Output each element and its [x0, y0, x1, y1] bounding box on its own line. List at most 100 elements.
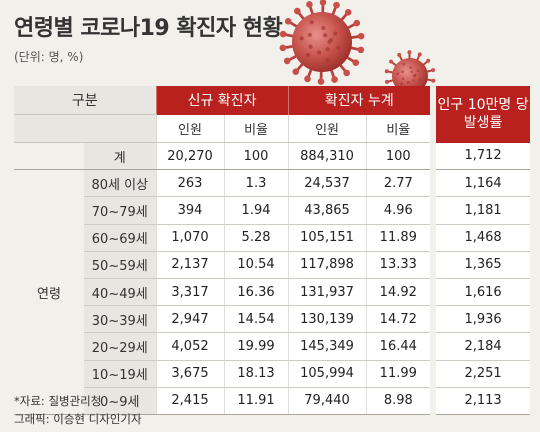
unit-label: (단위: 명, %)	[14, 50, 84, 64]
virus-spike	[306, 66, 314, 80]
virus-surface-dot	[336, 45, 341, 51]
virus-surface-dot	[402, 62, 406, 66]
cell-cum-ratio: 13.33	[365, 251, 431, 279]
table-row: 70~79세 394 1.94 43,865 4.96 1,181	[14, 196, 531, 225]
virus-spike	[390, 60, 398, 68]
virus-spike-tip	[431, 68, 436, 73]
virus-spike	[421, 59, 429, 67]
cell-per-100k: 1,712	[436, 142, 531, 171]
cell-cum-ratio: 8.98	[365, 387, 431, 415]
virus-spike	[398, 54, 404, 63]
virus-surface-dot	[325, 47, 330, 52]
virus-spike	[287, 20, 300, 30]
cell-per-100k: 1,365	[436, 251, 531, 279]
virus-spike-tip	[292, 68, 300, 75]
cell-per-100k: 2,113	[436, 387, 531, 415]
cell-new-ratio: 100	[223, 142, 289, 171]
cell-new-count: 20,270	[155, 142, 225, 171]
data-table-container: 구분 신규 확진자 확진자 누계 인구 10만명 당 발생률 인원 비율 인원 …	[14, 86, 531, 415]
cell-cum-ratio: 14.72	[365, 305, 431, 334]
cell-cum-ratio: 14.92	[365, 278, 431, 307]
virus-large-icon	[279, 0, 365, 85]
cell-cum-count: 130,139	[287, 305, 367, 334]
virus-spike-tip	[294, 7, 301, 15]
virus-spike-tip	[343, 69, 350, 77]
row-group-label: 연령	[14, 169, 84, 415]
virus-body	[292, 12, 352, 72]
column-gap-cell	[430, 224, 437, 252]
virus-spike-tip	[384, 69, 389, 74]
cell-new-ratio: 1.94	[223, 196, 289, 225]
virus-spike	[282, 44, 296, 50]
virus-spike-tip	[319, 0, 327, 6]
row-label: 80세 이상	[84, 169, 157, 198]
table-body: 계 20,270 100 884,310 100 1,712 연령 80세 이상 263 1.3 2…	[14, 142, 531, 415]
cell-new-count: 394	[155, 196, 225, 225]
cell-cum-count: 79,440	[287, 387, 367, 415]
cell-cum-count: 117,898	[287, 251, 367, 279]
column-gap-cell	[430, 387, 437, 415]
virus-spike-tip	[384, 79, 389, 84]
table-row: 20~29세 4,052 19.99 145,349 16.44 2,184	[14, 332, 531, 361]
cell-per-100k: 2,184	[436, 332, 531, 361]
virus-surface-dot	[413, 74, 416, 78]
cell-new-count: 263	[155, 169, 225, 198]
virus-spike	[386, 70, 395, 74]
table-row: 계 20,270 100 884,310 100 1,712	[14, 142, 531, 171]
column-gap-cell	[430, 196, 437, 225]
cell-cum-count: 131,937	[287, 278, 367, 307]
cell-cum-ratio: 11.99	[365, 360, 431, 388]
virus-spike	[348, 34, 362, 40]
virus-spike-tip	[279, 44, 287, 52]
virus-spike-tip	[317, 78, 325, 85]
header-per-100k: 인구 10만명 당 발생률	[436, 86, 531, 143]
virus-surface-dot	[412, 79, 415, 82]
row-label: 10~19세	[84, 360, 157, 388]
virus-surface-dot	[308, 44, 313, 49]
virus-spike	[329, 67, 336, 80]
column-gap-cell	[430, 360, 437, 388]
virus-surface-dot	[414, 73, 417, 77]
virus-spike-tip	[389, 59, 394, 64]
cell-per-100k: 1,164	[436, 169, 531, 198]
virus-spike	[345, 21, 358, 31]
header-new-cases: 신규 확진자	[155, 86, 289, 115]
cell-cum-count: 884,310	[287, 142, 367, 171]
table-row: 50~59세 2,137 10.54 117,898 13.33 1,365	[14, 251, 531, 279]
virus-surface-dot	[416, 69, 420, 73]
header-group-label: 구분	[14, 86, 157, 115]
column-gap-cell	[430, 251, 437, 279]
virus-spike-tip	[331, 76, 338, 83]
subheader-cum-ratio: 비율	[365, 114, 431, 143]
header-per-100k-line2: 발생률	[463, 115, 503, 132]
cell-cum-ratio: 11.89	[365, 224, 431, 252]
virus-spike	[282, 32, 296, 38]
cell-cum-ratio: 2.77	[365, 169, 431, 198]
virus-spike	[386, 79, 395, 83]
virus-spike-tip	[333, 1, 340, 9]
cell-per-100k: 1,936	[436, 305, 531, 334]
row-label: 20~29세	[84, 332, 157, 361]
cell-new-ratio: 19.99	[223, 332, 289, 361]
header-cumulative: 확진자 누계	[287, 86, 431, 115]
virus-spike	[425, 78, 434, 82]
cell-per-100k: 2,251	[436, 360, 531, 388]
virus-spike-tip	[407, 50, 412, 55]
cell-cum-count: 105,151	[287, 224, 367, 252]
table-row: 30~39세 2,947 14.54 130,139 14.72 1,936	[14, 305, 531, 334]
virus-surface-dot	[323, 33, 328, 38]
cell-new-count: 4,052	[155, 332, 225, 361]
cell-new-ratio: 14.54	[223, 305, 289, 334]
virus-surface-dot	[305, 52, 311, 57]
virus-spike-tip	[306, 1, 313, 8]
subheader-cum-people: 인원	[287, 114, 367, 143]
subheader-new-people: 인원	[155, 114, 225, 143]
cell-per-100k: 1,468	[436, 224, 531, 252]
virus-spike-tip	[344, 9, 352, 16]
virus-surface-dot	[321, 25, 326, 31]
virus-spike	[286, 53, 299, 63]
virus-spike-tip	[283, 57, 291, 65]
column-gap	[430, 86, 437, 143]
column-gap-cell	[430, 305, 437, 333]
virus-spike	[294, 61, 306, 73]
